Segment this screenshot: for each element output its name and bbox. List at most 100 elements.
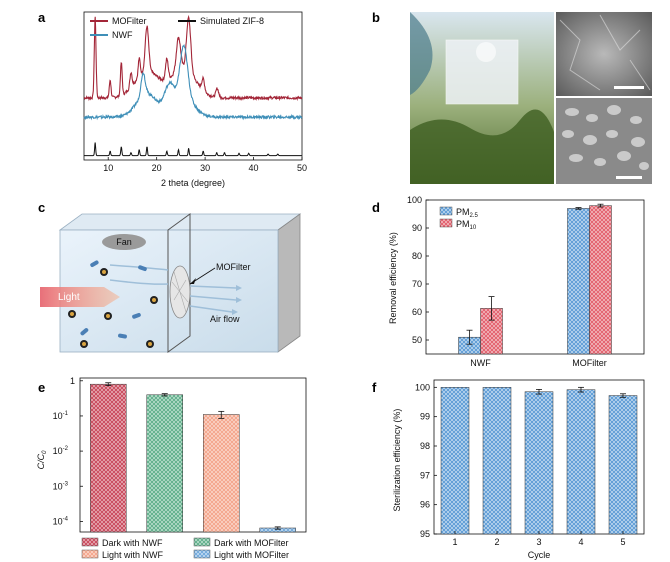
panel-f-xlabel: Cycle <box>528 550 551 560</box>
panel-e-ytick-label: 10-1 <box>53 411 69 421</box>
panel-a-xtick-label: 10 <box>103 163 113 173</box>
panel-f-sterilization-chart: 95 96 97 98 99 100 1 2 3 4 5 Sterilization efficie… <box>392 379 645 560</box>
panel-label-c: c <box>38 200 45 215</box>
panel-label-b: b <box>372 10 380 25</box>
mofilter-pointer-head <box>190 278 196 284</box>
particle-icons <box>68 268 158 348</box>
panel-a-xrd-chart: 10 20 30 40 50 MOFilter NWF Simulated ZIF-8 … <box>83 11 307 188</box>
panel-d-bar <box>567 208 590 355</box>
panel-f-ylabel: Sterilization efficiency (%) <box>392 409 402 512</box>
fan-label: Fan <box>116 237 132 247</box>
panel-e-bar <box>203 414 240 533</box>
legend-label-nwf: NWF <box>112 30 133 40</box>
panel-e-log-chart: 1 10-1 10-2 10-3 10-4 C/C0 Dark with NWF Dar… <box>36 376 307 560</box>
bacteria-icons <box>80 260 147 339</box>
legend-swatch-dark-mof <box>193 537 211 547</box>
panel-f-xtick-label: 1 <box>452 537 457 547</box>
panel-d-frame <box>425 199 645 355</box>
panel-f-xtick-label: 2 <box>494 537 499 547</box>
panel-label-e: e <box>38 380 45 395</box>
legend-label-dark-nwf: Dark with NWF <box>102 538 163 548</box>
panel-f-bar <box>524 391 554 535</box>
legend-swatch-dark-nwf <box>81 537 99 547</box>
panel-f-ytick-label: 95 <box>420 529 430 539</box>
panel-d-ylabel: Removal efficiency (%) <box>388 232 398 324</box>
panel-f-ytick-label: 100 <box>415 382 430 392</box>
fan-icon <box>102 234 146 250</box>
panel-a-xlabel: 2 theta (degree) <box>161 178 225 188</box>
legend-swatch-light-nwf <box>81 549 99 559</box>
legend-label-mofilter: MOFilter <box>112 16 147 26</box>
photo-sun-glare <box>476 42 496 62</box>
light-arrow-icon <box>40 287 120 307</box>
panel-e-bar <box>90 383 127 533</box>
legend-swatch-pm10 <box>439 218 453 228</box>
panel-e-ylabel: C/C0 <box>36 450 48 470</box>
panel-d-ytick-label: 60 <box>412 307 422 317</box>
panel-f-bar <box>440 387 470 535</box>
light-label: Light <box>58 292 80 303</box>
panel-f-bar <box>482 387 512 535</box>
panel-f-ytick-label: 97 <box>420 470 430 480</box>
panel-e-ytick-label: 10-2 <box>53 446 69 456</box>
panel-b-photo <box>410 12 652 184</box>
mofilter-label: MOFilter <box>216 262 251 272</box>
sem-crystals <box>562 105 649 170</box>
sem-scale-bar-top <box>614 86 644 89</box>
panel-e-frame <box>79 377 307 533</box>
panel-f-ytick-label: 96 <box>420 500 430 510</box>
airflow-label: Air flow <box>210 314 240 324</box>
panel-d-removal-chart: 50 60 70 80 90 100 NWF MOFilter PM2.5 PM10 Remo… <box>388 195 645 368</box>
panel-f-xtick-label: 5 <box>620 537 625 547</box>
airflow-arrowheads <box>232 285 242 315</box>
sem-scale-bar-bottom <box>616 176 642 179</box>
sem-image-top <box>556 12 652 96</box>
panel-label-d: d <box>372 200 380 215</box>
panel-a-xtick-label: 40 <box>249 163 259 173</box>
panel-d-legend: PM2.5 PM10 <box>439 206 479 231</box>
panel-a-xtick-label: 30 <box>200 163 210 173</box>
panel-e-ytick-label: 10-3 <box>53 481 69 491</box>
panel-label-a: a <box>38 10 46 25</box>
legend-label-dark-mof: Dark with MOFilter <box>214 538 289 548</box>
photo-trees <box>410 109 554 184</box>
legend-label-pm10: PM10 <box>456 219 477 231</box>
panel-c-schematic: Fan Light MOFilter Air flow <box>40 213 302 353</box>
panel-a-xtick-label: 20 <box>152 163 162 173</box>
panel-a-series-mofilter <box>83 14 303 102</box>
panel-e-legend: Dark with NWF Dark with MOFilter Light w… <box>81 537 289 560</box>
panel-f-xtick-label: 3 <box>536 537 541 547</box>
panel-a-xtick-label: 50 <box>297 163 307 173</box>
panel-d-category-label: NWF <box>470 358 491 368</box>
legend-label-light-nwf: Light with NWF <box>102 550 164 560</box>
panel-d-ytick-label: 90 <box>412 223 422 233</box>
legend-label-simulated: Simulated ZIF-8 <box>200 16 264 26</box>
panel-f-ytick-label: 98 <box>420 441 430 451</box>
panel-f-bar <box>608 395 638 535</box>
panel-f-xtick-label: 4 <box>578 537 583 547</box>
panel-f-ytick-label: 99 <box>420 412 430 422</box>
panel-d-ytick-label: 80 <box>412 251 422 261</box>
panel-d-category-label: MOFilter <box>572 358 607 368</box>
panel-a-frame <box>83 11 303 161</box>
panel-f-bar <box>566 389 596 535</box>
panel-d-ytick-label: 50 <box>412 335 422 345</box>
panel-d-bar <box>589 205 612 355</box>
box-top-face <box>58 213 302 231</box>
photo-glove <box>410 12 433 95</box>
panel-e-bar <box>146 394 183 533</box>
panel-a-series-simulated <box>84 142 302 157</box>
panel-d-ytick-label: 100 <box>407 195 422 205</box>
panel-a-series-nwf <box>83 43 303 121</box>
legend-label-light-mof: Light with MOFilter <box>214 550 289 560</box>
mofilter-mesh <box>171 271 189 313</box>
panel-label-f: f <box>372 380 377 395</box>
sem-fibers <box>559 14 651 91</box>
legend-swatch-pm25 <box>439 206 453 216</box>
panel-e-ytick-label: 10-4 <box>53 516 69 526</box>
panel-d-ytick-label: 70 <box>412 279 422 289</box>
legend-label-pm25: PM2.5 <box>456 207 479 219</box>
legend-swatch-light-mof <box>193 549 211 559</box>
panel-e-ytick-label: 1 <box>70 376 75 386</box>
